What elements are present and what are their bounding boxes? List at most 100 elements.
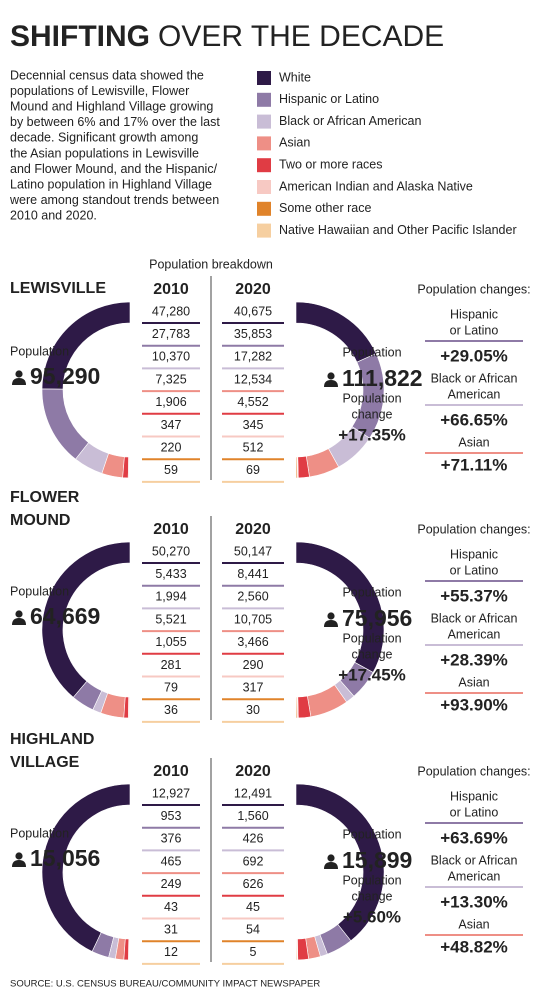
person-icon xyxy=(12,378,26,385)
legend-swatch xyxy=(257,71,271,85)
value-2020: 626 xyxy=(243,877,264,891)
change-category: Hispanic xyxy=(450,789,498,803)
legend-label: Asian xyxy=(279,136,310,150)
value-2020: 317 xyxy=(243,680,264,694)
value-2020: 692 xyxy=(243,854,264,868)
change-value: +29.05% xyxy=(440,346,508,365)
city-name: MOUND xyxy=(10,512,70,529)
population-2010: 15,056 xyxy=(30,845,100,871)
change-value: +55.37% xyxy=(440,586,508,605)
change-label: change xyxy=(351,407,392,421)
population-2020: 111,822 xyxy=(342,365,423,391)
intro-line: Decennial census data showed the xyxy=(10,68,204,82)
person-icon xyxy=(327,372,335,380)
person-icon xyxy=(327,854,335,862)
value-2010: 7,325 xyxy=(155,372,186,386)
intro-line: the Asian populations in Lewisville xyxy=(10,146,199,160)
title-light: OVER THE DECADE xyxy=(158,20,444,53)
person-icon xyxy=(15,610,23,618)
value-2010: 347 xyxy=(161,418,182,432)
change-category: Black or African xyxy=(431,611,518,625)
value-2010: 31 xyxy=(164,922,178,936)
legend-swatch xyxy=(257,223,271,238)
source: SOURCE: U.S. CENSUS BUREAU/COMMUNITY IMP… xyxy=(10,979,320,990)
value-2020: 50,147 xyxy=(234,544,272,558)
population-label: Population xyxy=(342,827,401,841)
legend-label: Black or African American xyxy=(279,114,421,128)
population-change: +17.35% xyxy=(338,425,406,444)
legend-swatch xyxy=(257,136,271,151)
change-label: Population xyxy=(342,631,401,645)
intro-line: Mound and Highland Village growing xyxy=(10,99,213,113)
value-2020: 45 xyxy=(246,900,260,914)
population-change: +5.60% xyxy=(343,907,401,926)
year-label: 2010 xyxy=(153,281,189,298)
value-2020: 40,675 xyxy=(234,304,272,318)
change-category: American xyxy=(448,387,501,401)
year-label: 2010 xyxy=(153,521,189,538)
value-2010: 465 xyxy=(161,854,182,868)
value-2010: 1,994 xyxy=(155,590,186,604)
change-label: change xyxy=(351,889,392,903)
legend-swatch xyxy=(257,180,271,194)
intro-line: decade. Significant growth among xyxy=(10,131,198,145)
value-2020: 426 xyxy=(243,832,264,846)
legend-label: Some other race xyxy=(279,201,371,215)
change-value: +93.90% xyxy=(440,695,508,714)
value-2020: 17,282 xyxy=(234,350,272,364)
city-name: FLOWER xyxy=(10,489,80,506)
value-2010: 1,055 xyxy=(155,635,186,649)
change-value: +13.30% xyxy=(440,892,508,911)
intro-line: by between 6% and 17% over the last xyxy=(10,115,220,129)
change-category: Hispanic xyxy=(450,307,498,321)
city-name: HIGHLAND xyxy=(10,731,94,748)
person-icon xyxy=(324,862,338,869)
title-bold: SHIFTING xyxy=(10,20,150,53)
legend-label: Two or more races xyxy=(279,157,383,171)
value-2020: 12,491 xyxy=(234,786,272,800)
value-2020: 54 xyxy=(246,922,260,936)
population-label: Population xyxy=(10,826,69,840)
change-category: or Latino xyxy=(450,563,499,577)
change-category: American xyxy=(448,869,501,883)
legend-label: Native Hawaiian and Other Pacific Island… xyxy=(279,223,517,237)
value-2010: 249 xyxy=(161,877,182,891)
change-category: Hispanic xyxy=(450,547,498,561)
person-icon xyxy=(12,618,26,625)
year-label: 2010 xyxy=(153,763,189,780)
donut-segment xyxy=(41,388,89,460)
population-label: Population xyxy=(342,345,401,359)
population-2020: 15,899 xyxy=(342,847,412,873)
legend-swatch xyxy=(257,201,271,216)
value-2020: 69 xyxy=(246,463,260,477)
person-icon xyxy=(15,852,23,860)
change-category: Asian xyxy=(458,435,489,449)
value-2020: 12,534 xyxy=(234,372,272,386)
value-2010: 10,370 xyxy=(152,350,190,364)
intro-line: 2010 and 2020. xyxy=(10,209,97,223)
value-2010: 50,270 xyxy=(152,544,190,558)
value-2010: 43 xyxy=(164,900,178,914)
change-category: or Latino xyxy=(450,323,499,337)
value-2010: 12,927 xyxy=(152,786,190,800)
population-2010: 95,290 xyxy=(30,363,100,389)
breakdown-label: Population breakdown xyxy=(149,257,273,271)
value-2020: 5 xyxy=(250,945,257,959)
legend-label: Hispanic or Latino xyxy=(279,92,379,106)
value-2010: 5,521 xyxy=(155,612,186,626)
population-2010: 64,669 xyxy=(30,603,100,629)
legend-swatch xyxy=(257,92,271,107)
value-2020: 3,466 xyxy=(237,635,268,649)
value-2020: 2,560 xyxy=(237,590,268,604)
value-2010: 47,280 xyxy=(152,304,190,318)
change-value: +71.11% xyxy=(441,455,508,474)
value-2010: 12 xyxy=(164,945,178,959)
value-2010: 953 xyxy=(161,809,182,823)
value-2010: 1,906 xyxy=(155,395,186,409)
legend-label: White xyxy=(279,70,311,84)
change-category: Black or African xyxy=(431,371,518,385)
change-value: +28.39% xyxy=(440,650,508,669)
population-label: Population xyxy=(10,584,69,598)
population-label: Population xyxy=(342,585,401,599)
